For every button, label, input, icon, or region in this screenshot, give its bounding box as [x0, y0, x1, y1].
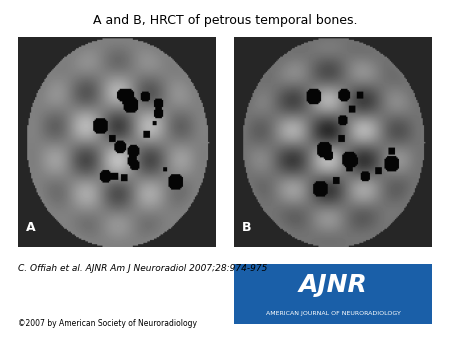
Text: ©2007 by American Society of Neuroradiology: ©2007 by American Society of Neuroradiol…: [18, 319, 197, 328]
Text: C. Offiah et al. AJNR Am J Neuroradiol 2007;28:974-975: C. Offiah et al. AJNR Am J Neuroradiol 2…: [18, 264, 267, 273]
Text: A: A: [26, 221, 36, 234]
Text: AMERICAN JOURNAL OF NEURORADIOLOGY: AMERICAN JOURNAL OF NEURORADIOLOGY: [266, 311, 400, 316]
Text: A and B, HRCT of petrous temporal bones.: A and B, HRCT of petrous temporal bones.: [93, 14, 357, 26]
Text: AJNR: AJNR: [299, 273, 367, 297]
Text: B: B: [242, 221, 252, 234]
